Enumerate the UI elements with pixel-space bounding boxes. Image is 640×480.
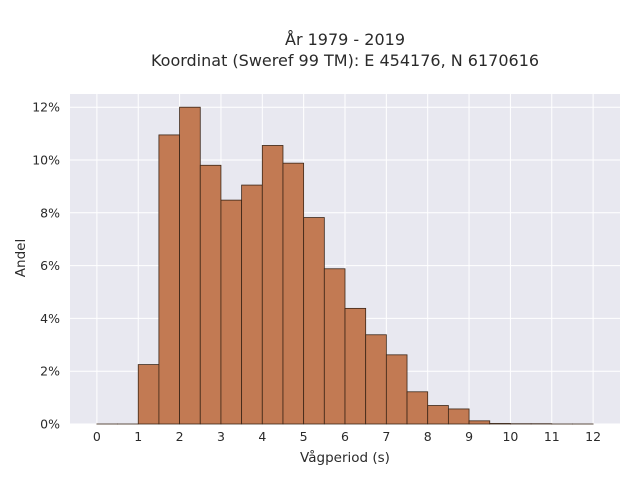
histogram-bar — [179, 106, 201, 425]
histogram-bar — [282, 162, 305, 425]
x-tick-label: 8 — [424, 429, 432, 444]
x-tick-label: 3 — [217, 429, 225, 444]
histogram-bars — [96, 106, 594, 425]
histogram-bar — [137, 364, 160, 425]
histogram-bar — [344, 307, 367, 425]
x-tick-label: 2 — [176, 429, 184, 444]
x-tick-label: 12 — [585, 429, 601, 444]
x-tick-label: 1 — [134, 429, 142, 444]
y-tick-label: 12% — [32, 100, 60, 115]
y-axis-label: Andel — [13, 239, 29, 277]
x-tick-label: 7 — [382, 429, 390, 444]
x-axis-label: Vågperiod (s) — [300, 449, 390, 466]
y-tick-label: 10% — [32, 153, 60, 168]
x-tick-label: 0 — [93, 429, 101, 444]
histogram-bar — [385, 354, 408, 425]
x-axis-ticks: 0 1 2 3 4 5 6 7 8 9 10 11 12 — [93, 429, 601, 444]
x-tick-label: 4 — [258, 429, 266, 444]
y-axis-ticks: 0% 2% 4% 6% 8% 10% 12% — [32, 100, 60, 432]
y-tick-label: 6% — [40, 258, 60, 273]
x-tick-label: 10 — [502, 429, 518, 444]
y-tick-label: 8% — [40, 205, 60, 220]
chart-title-line-1: År 1979 - 2019 — [285, 30, 405, 49]
y-tick-label: 2% — [40, 364, 60, 379]
y-tick-label: 0% — [40, 417, 60, 432]
histogram-bar — [323, 268, 346, 425]
x-tick-label: 11 — [544, 429, 560, 444]
x-tick-label: 6 — [341, 429, 349, 444]
histogram-bar — [489, 423, 511, 425]
histogram-bar — [158, 134, 180, 425]
x-tick-label: 5 — [300, 429, 308, 444]
histogram-bar — [447, 408, 470, 425]
histogram-bar — [261, 145, 284, 425]
histogram-bar — [303, 217, 325, 425]
chart-title-line-2: Koordinat (Sweref 99 TM): E 454176, N 61… — [151, 51, 539, 70]
histogram-bar — [406, 391, 429, 425]
histogram-bar — [427, 405, 449, 425]
histogram-bar — [199, 164, 222, 425]
histogram-bar — [468, 420, 491, 425]
x-tick-label: 9 — [465, 429, 473, 444]
histogram-bar — [220, 199, 243, 425]
histogram-bar — [241, 184, 263, 425]
y-tick-label: 4% — [40, 311, 60, 326]
histogram-bar — [365, 334, 387, 425]
